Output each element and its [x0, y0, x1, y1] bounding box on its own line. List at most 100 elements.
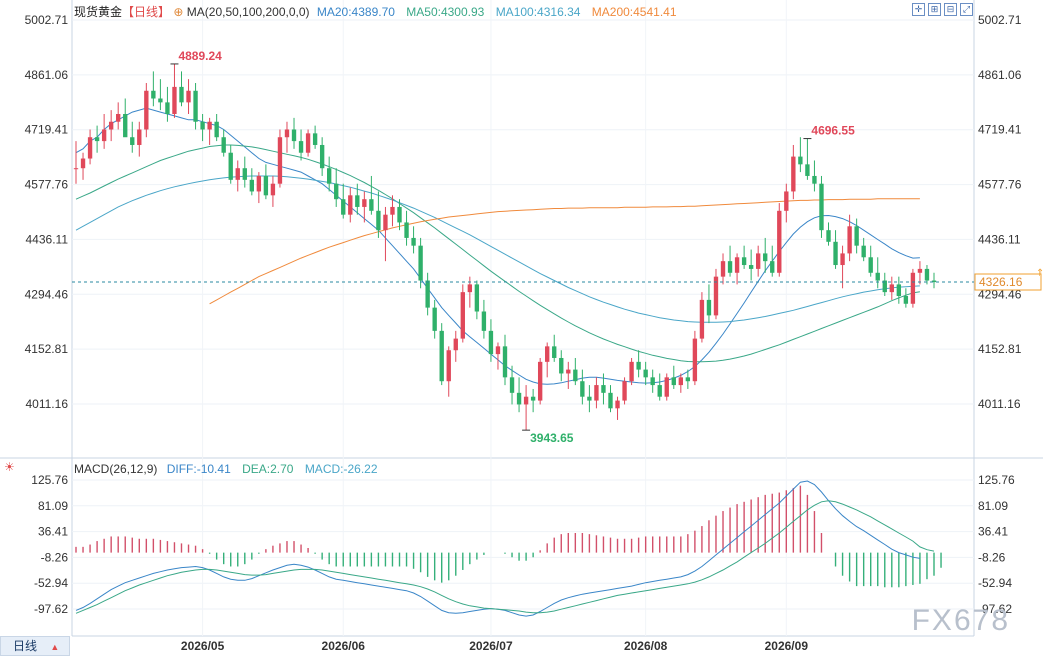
- candle-body: [706, 299, 712, 316]
- period-label[interactable]: 【日线】: [122, 5, 171, 19]
- settings-gear-icon[interactable]: ⊕: [173, 5, 184, 19]
- candle-body: [777, 210, 782, 273]
- candle-body: [319, 144, 325, 169]
- ma100-value: MA100:4316.34: [495, 5, 581, 19]
- candle-body: [559, 357, 564, 374]
- annotation-label: 4696.55: [811, 124, 855, 138]
- candle-body: [235, 168, 240, 180]
- caret-up-icon: ▲: [50, 642, 60, 652]
- candle-body: [256, 175, 262, 192]
- candle-body: [481, 311, 487, 331]
- ma100-line: [75, 175, 920, 323]
- indicator-settings-icon[interactable]: ☀: [4, 460, 15, 474]
- price-tick-label-left: 4152.81: [25, 342, 69, 356]
- candle-body: [882, 280, 887, 293]
- candle-body: [643, 369, 648, 378]
- current-price-label: 4326.16: [979, 275, 1023, 289]
- candle-body: [221, 137, 226, 153]
- candles: [73, 64, 937, 431]
- candle-body: [298, 141, 304, 153]
- candle-body: [573, 369, 578, 382]
- price-annotations: 4889.24 4696.55 3943.65: [170, 49, 855, 445]
- candle-body: [594, 385, 599, 401]
- macd-tick-label-right: 81.09: [978, 499, 1008, 513]
- period-tab[interactable]: 日线 ▲: [0, 636, 70, 656]
- price-scroll-arrow-icon: ⇑: [1036, 268, 1043, 279]
- candle-body: [552, 346, 557, 358]
- macd-tick-label-left: -8.26: [41, 550, 69, 564]
- x-tick-label: 2026/05: [181, 639, 225, 653]
- candle-body: [137, 129, 142, 145]
- candle-body: [242, 168, 247, 180]
- macd-tick-label-left: -52.94: [34, 576, 68, 590]
- candle-body: [474, 284, 480, 312]
- zoom-out-icon[interactable]: ⊟: [944, 3, 957, 16]
- macd-diff-value: DIFF:-10.41: [166, 462, 231, 476]
- candle-body: [664, 377, 669, 397]
- candle-body: [80, 158, 86, 169]
- candle-body: [101, 129, 107, 142]
- candle-body: [784, 191, 789, 211]
- price-header: 现货黄金【日线】 ⊕ MA(20,50,100,200,0,0) MA20:43…: [74, 3, 677, 20]
- price-tick-label-right: 4719.41: [978, 123, 1022, 137]
- candle-body: [397, 206, 402, 223]
- candle-body: [130, 137, 135, 145]
- macd-tick-label-left: 36.41: [38, 525, 68, 539]
- candle-body: [622, 381, 627, 401]
- x-tick-label: 2026/06: [322, 639, 366, 653]
- candle-body: [123, 113, 128, 138]
- macd-grid: [72, 479, 974, 610]
- candle-body: [207, 121, 212, 130]
- candle-body: [580, 381, 585, 397]
- price-tick-label-right: 4436.11: [978, 232, 1021, 246]
- candle-body: [833, 241, 838, 266]
- fullscreen-icon[interactable]: ⤢: [960, 3, 973, 16]
- candle-body: [348, 195, 353, 215]
- candle-body: [720, 261, 726, 277]
- macd-label: MACD(26,12,9): [74, 462, 158, 476]
- candle-body: [798, 156, 803, 165]
- candle-body: [826, 230, 831, 242]
- candle-body: [411, 237, 416, 246]
- instrument-name: 现货黄金: [74, 5, 123, 19]
- candle-body: [193, 90, 198, 122]
- candle-body: [629, 361, 634, 382]
- crosshair-icon[interactable]: ✛: [912, 3, 925, 16]
- candle-body: [432, 307, 437, 331]
- price-tick-label-right: 4861.06: [978, 68, 1022, 82]
- candle-body: [172, 86, 177, 114]
- candle-body: [756, 253, 761, 269]
- candle-body: [924, 268, 930, 281]
- candle-body: [502, 346, 508, 378]
- zoom-in-icon[interactable]: ⊞: [928, 3, 941, 16]
- candle-body: [467, 284, 473, 293]
- price-tick-label-left: 4719.41: [25, 123, 69, 137]
- current-price-marker: 4326.16 ⇑: [72, 268, 1043, 291]
- x-tick-label: 2026/09: [765, 639, 809, 653]
- price-tick-label-left: 4436.11: [26, 232, 69, 246]
- candle-body: [73, 168, 79, 170]
- macd-axis-labels: 125.76 125.76 81.09 81.09 36.41 36.41 -8.26 -8.…: [31, 473, 1015, 616]
- candle-body: [312, 133, 318, 145]
- price-tick-label-left: 5002.71: [25, 13, 69, 27]
- price-tick-label-right: 4152.81: [978, 342, 1022, 356]
- candle-body: [291, 129, 297, 142]
- candle-body: [355, 195, 360, 207]
- ma50-value: MA50:4300.93: [406, 5, 485, 19]
- candle-body: [453, 338, 458, 351]
- candle-body: [334, 183, 339, 200]
- macd-bars: [75, 485, 942, 588]
- candle-body: [847, 226, 852, 254]
- candle-body: [390, 206, 395, 215]
- candle-body: [418, 245, 423, 281]
- candle-body: [179, 86, 184, 103]
- candle-body: [650, 377, 655, 386]
- candle-body: [214, 121, 219, 138]
- price-tick-label-left: 4577.76: [25, 178, 69, 192]
- candle-body: [587, 396, 592, 401]
- candle-body: [910, 272, 916, 304]
- candle-body: [741, 257, 747, 266]
- macd-tick-label-right: -97.62: [978, 602, 1012, 616]
- candle-body: [854, 226, 859, 246]
- price-tick-label-left: 4861.06: [25, 68, 69, 82]
